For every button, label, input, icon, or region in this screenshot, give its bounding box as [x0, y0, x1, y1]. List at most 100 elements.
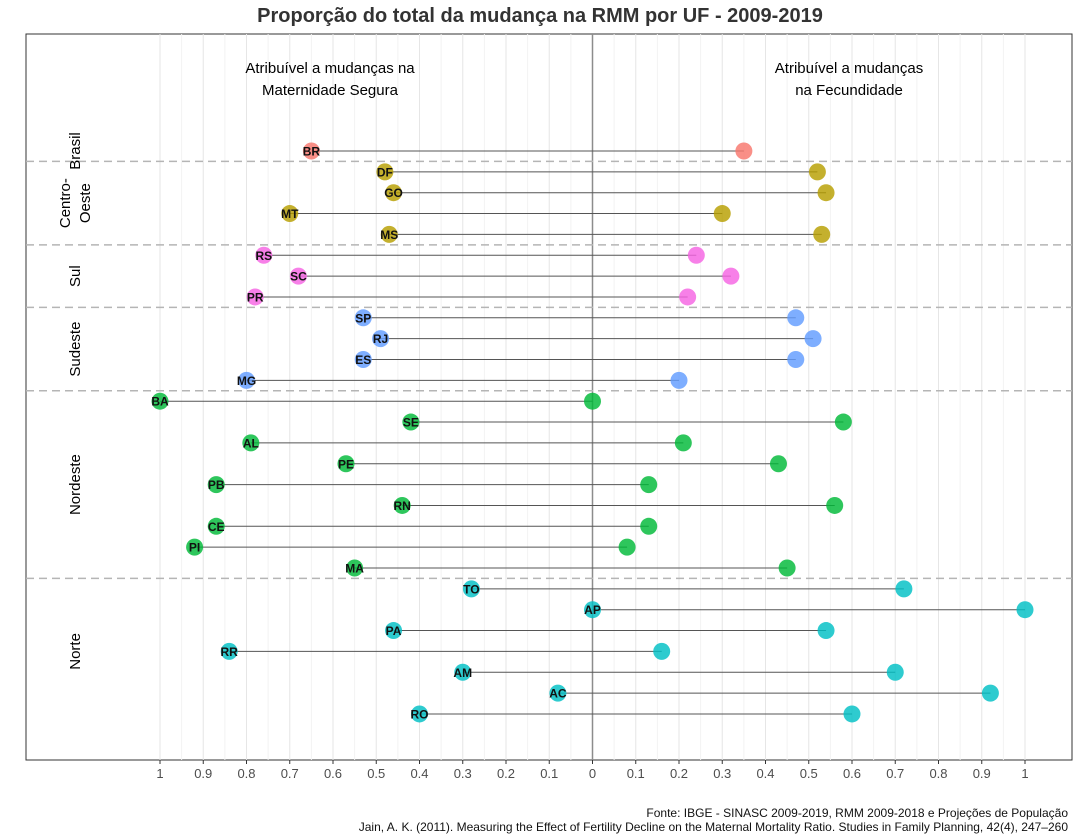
uf-label: PE — [338, 457, 354, 471]
uf-label: AL — [243, 436, 259, 450]
fecundidade-point — [813, 225, 831, 243]
uf-label: ES — [355, 353, 371, 367]
x-tick-label: 0.7 — [886, 766, 904, 781]
x-tick-label: 0.2 — [670, 766, 688, 781]
fecundidade-point — [826, 496, 844, 514]
maternidade-segura-point — [186, 538, 204, 556]
maternidade-segura-point — [255, 246, 273, 264]
x-tick-label: 0.9 — [973, 766, 991, 781]
maternidade-segura-point — [462, 580, 480, 598]
fecundidade-point — [674, 434, 692, 452]
uf-label: MG — [237, 374, 256, 388]
maternidade-segura-point — [346, 559, 364, 577]
group-label: Norte — [67, 633, 84, 670]
maternidade-segura-point — [393, 496, 411, 514]
uf-label: AC — [549, 687, 567, 701]
uf-label: RO — [411, 707, 429, 721]
x-tick-label: 0.1 — [627, 766, 645, 781]
fecundidade-point — [808, 163, 826, 181]
fecundidade-point — [778, 559, 796, 577]
uf-label: GO — [384, 186, 403, 200]
fecundidade-point — [640, 476, 658, 494]
uf-label: AP — [584, 603, 601, 617]
x-tick-label: 0.3 — [713, 766, 731, 781]
fecundidade-point — [787, 309, 805, 327]
left-panel-label: Maternidade Segura — [262, 82, 399, 99]
fecundidade-point — [679, 288, 697, 306]
uf-label: RJ — [373, 332, 388, 346]
uf-label: CE — [208, 520, 225, 534]
x-tick-label: 0.2 — [497, 766, 515, 781]
fecundidade-point — [640, 517, 658, 535]
maternidade-segura-point — [402, 413, 420, 431]
right-panel-label: Atribuível a mudanças — [775, 60, 923, 77]
fecundidade-point — [981, 684, 999, 702]
uf-label: PR — [247, 290, 264, 304]
x-tick-label: 0.4 — [756, 766, 774, 781]
maternidade-segura-point — [584, 601, 601, 619]
x-tick-label: 0.9 — [194, 766, 212, 781]
fecundidade-point — [769, 455, 787, 473]
fecundidade-point — [713, 205, 731, 223]
fecundidade-point — [804, 330, 822, 348]
fecundidade-point — [1016, 601, 1034, 619]
x-tick-label: 0 — [589, 766, 596, 781]
maternidade-segura-point — [289, 267, 307, 285]
uf-label: RR — [221, 645, 239, 659]
fecundidade-point — [886, 663, 904, 681]
uf-label: MS — [380, 228, 398, 242]
maternidade-segura-point — [151, 392, 169, 410]
maternidade-segura-point — [454, 663, 472, 681]
uf-label: RS — [255, 249, 272, 263]
fecundidade-point — [670, 371, 688, 389]
uf-label: SE — [403, 416, 419, 430]
fecundidade-point — [618, 538, 636, 556]
maternidade-segura-point — [302, 142, 320, 160]
left-panel-label: Atribuível a mudanças na — [245, 60, 415, 77]
maternidade-segura-point — [354, 309, 372, 327]
fecundidade-point — [653, 642, 671, 660]
maternidade-segura-point — [246, 288, 264, 306]
group-label: Brasil — [67, 132, 84, 170]
group-label: Oeste — [77, 183, 94, 223]
maternidade-segura-point — [238, 371, 255, 389]
uf-label: DF — [377, 165, 393, 179]
x-tick-label: 0.1 — [540, 766, 558, 781]
x-tick-label: 1 — [156, 766, 163, 781]
fecundidade-point — [687, 246, 705, 264]
right-panel-label: na Fecundidade — [795, 82, 903, 99]
x-tick-label: 0.8 — [237, 766, 255, 781]
maternidade-segura-point — [337, 455, 355, 473]
uf-label: RN — [394, 499, 411, 513]
citation-note: Jain, A. K. (2011). Measuring the Effect… — [358, 820, 1068, 834]
fecundidade-point — [817, 184, 835, 202]
uf-label: SP — [355, 311, 371, 325]
uf-label: SC — [290, 270, 307, 284]
uf-label: TO — [463, 582, 479, 596]
fecundidade-point — [735, 142, 753, 160]
maternidade-segura-point — [207, 476, 225, 494]
fecundidade-point — [895, 580, 913, 598]
fecundidade-point — [817, 622, 835, 640]
x-tick-label: 0.6 — [843, 766, 861, 781]
maternidade-segura-point — [207, 517, 225, 535]
uf-label: PA — [386, 624, 402, 638]
fecundidade-point — [843, 705, 861, 723]
x-tick-label: 0.8 — [929, 766, 947, 781]
group-label: Sul — [67, 265, 84, 287]
group-label: Sudeste — [67, 322, 84, 377]
fecundidade-point — [584, 392, 601, 410]
uf-label: MT — [281, 207, 299, 221]
maternidade-segura-point — [281, 205, 299, 223]
maternidade-segura-point — [376, 163, 394, 181]
x-tick-label: 0.6 — [324, 766, 342, 781]
x-tick-label: 0.5 — [800, 766, 818, 781]
maternidade-segura-point — [385, 184, 403, 202]
fecundidade-point — [722, 267, 740, 285]
group-label: Centro- — [57, 178, 74, 228]
source-note: Fonte: IBGE - SINASC 2009-2019, RMM 2009… — [646, 806, 1068, 820]
uf-label: AM — [453, 666, 472, 680]
maternidade-segura-point — [220, 642, 238, 660]
maternidade-segura-point — [385, 622, 403, 640]
